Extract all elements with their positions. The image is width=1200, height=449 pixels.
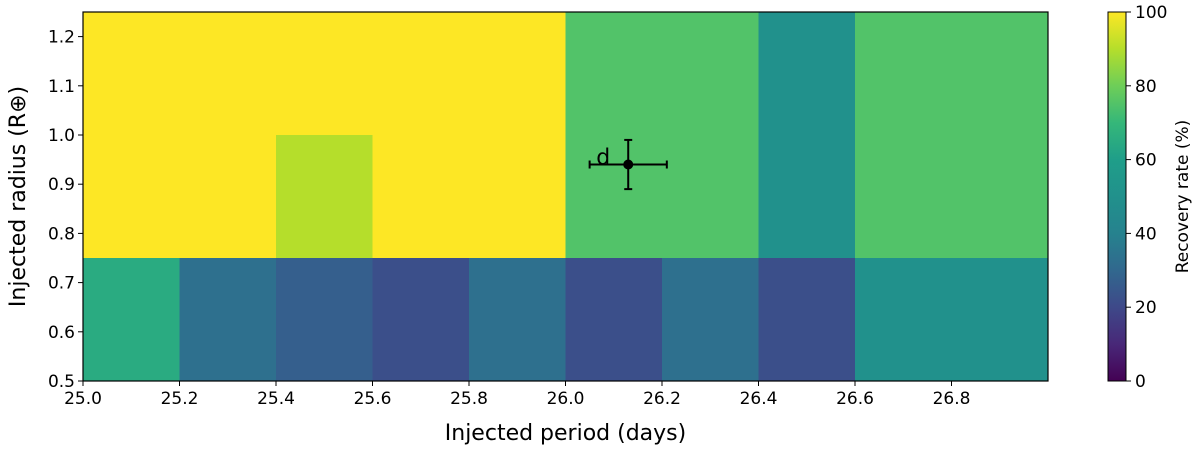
y-tick-label: 0.8 <box>48 224 75 244</box>
heatmap-cell <box>758 258 855 381</box>
y-tick-label: 1.1 <box>48 77 75 97</box>
colorbar-tick-label: 100 <box>1135 3 1167 23</box>
data-point-label: d <box>596 146 610 171</box>
x-tick-label: 25.8 <box>450 389 488 409</box>
colorbar-tick-label: 40 <box>1135 224 1157 244</box>
heatmap-cells <box>83 12 1048 381</box>
y-tick-label: 0.5 <box>48 372 75 392</box>
y-tick-label: 1.0 <box>48 126 75 146</box>
heatmap-cell <box>565 12 759 258</box>
heatmap-cell <box>469 258 566 381</box>
heatmap-cell <box>662 258 759 381</box>
heatmap-cell <box>276 135 373 258</box>
x-tick-label: 26.4 <box>740 389 778 409</box>
x-tick-label: 25.2 <box>161 389 199 409</box>
y-tick-label: 1.2 <box>48 28 75 48</box>
x-tick-label: 26.0 <box>547 389 585 409</box>
x-tick-label: 26.6 <box>836 389 874 409</box>
y-tick-label: 0.6 <box>48 323 75 343</box>
x-tick-label: 25.4 <box>257 389 295 409</box>
y-tick-label: 0.7 <box>48 274 75 294</box>
y-tick-label: 0.9 <box>48 175 75 195</box>
colorbar <box>1107 11 1127 382</box>
heatmap-cell <box>758 12 855 258</box>
colorbar-ticks: 0 20 40 60 80 100 <box>1126 3 1167 392</box>
x-tick-label: 25.6 <box>354 389 392 409</box>
heatmap-cell <box>372 258 469 381</box>
colorbar-tick-label: 0 <box>1135 372 1146 392</box>
heatmap-cell <box>276 258 373 381</box>
data-point <box>623 159 634 170</box>
heatmap-cell <box>565 258 662 381</box>
x-axis-ticks: 25.0 25.2 25.4 25.6 25.8 26.0 26.2 26.4 26.6 26.8 <box>64 381 970 409</box>
data-point-group: d <box>588 138 668 191</box>
x-tick-label: 26.2 <box>643 389 681 409</box>
x-tick-label: 25.0 <box>64 389 102 409</box>
x-tick-label: 26.8 <box>933 389 971 409</box>
heatmap-cell <box>855 258 1048 381</box>
y-axis-ticks: 0.5 0.6 0.7 0.8 0.9 1.0 1.1 1.2 <box>48 28 83 392</box>
x-axis-label: Injected period (days) <box>445 421 686 446</box>
heatmap-cell <box>179 258 276 381</box>
colorbar-tick-label: 80 <box>1135 77 1157 97</box>
colorbar-label: Recovery rate (%) <box>1173 120 1193 274</box>
colorbar-tick-label: 20 <box>1135 298 1157 318</box>
colorbar-tick-label: 60 <box>1135 151 1157 171</box>
heatmap-cell <box>855 12 1048 258</box>
y-axis-label: Injected radius (R⊕) <box>6 86 31 307</box>
heatmap-cell <box>83 258 180 381</box>
